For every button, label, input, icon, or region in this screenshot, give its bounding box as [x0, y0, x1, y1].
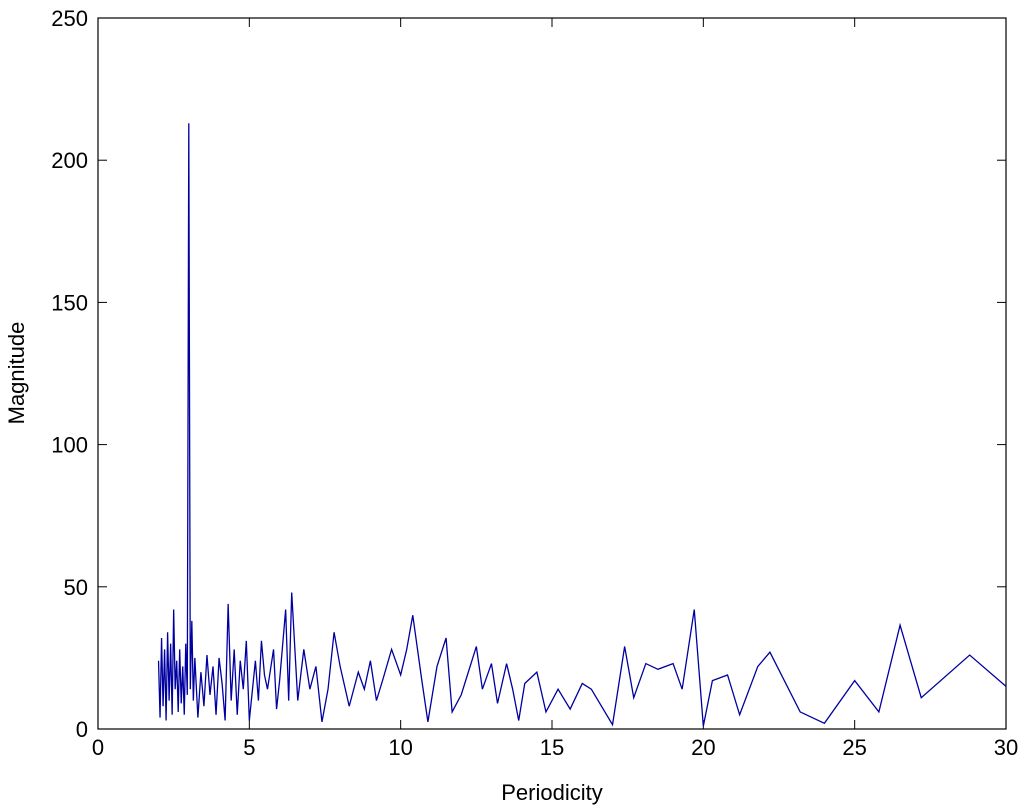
x-tick-label: 5	[243, 735, 255, 760]
y-tick-label: 0	[76, 717, 88, 742]
y-tick-label: 150	[51, 290, 88, 315]
plot-box	[97, 17, 1007, 730]
y-tick-label: 100	[51, 433, 88, 458]
x-tick-label: 0	[92, 735, 104, 760]
x-tick-label: 30	[994, 735, 1018, 760]
data-line	[157, 123, 1007, 727]
y-tick-label: 200	[51, 148, 88, 173]
x-axis-label: Periodicity	[501, 780, 602, 805]
x-tick-label: 15	[540, 735, 564, 760]
x-tick-label: 25	[842, 735, 866, 760]
x-tick-label: 10	[388, 735, 412, 760]
y-tick-label: 250	[51, 6, 88, 31]
x-tick-label: 20	[691, 735, 715, 760]
y-axis-label: Magnitude	[4, 322, 29, 425]
y-tick-label: 50	[64, 575, 88, 600]
